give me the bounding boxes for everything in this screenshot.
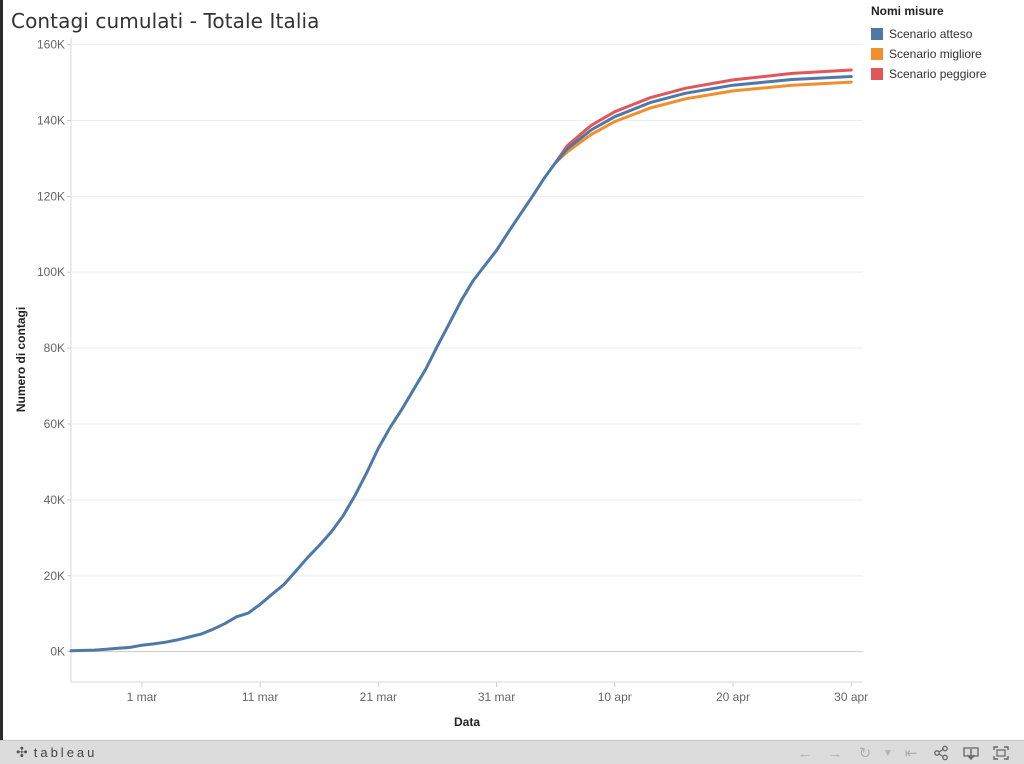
legend-swatch [871, 28, 883, 40]
legend-swatch [871, 48, 883, 60]
dropdown-icon[interactable]: ▼ [883, 747, 893, 759]
legend-item-scenario-migliore[interactable]: Scenario migliore [871, 44, 1021, 64]
revert-icon[interactable]: ↻ [858, 745, 872, 762]
window-left-edge [0, 0, 3, 740]
line-chart[interactable]: 0K 20K 40K 60K 80K 100K 120K 140K 160K 1 mar 11 ma… [0, 0, 1024, 740]
y-tick-label: 80K [44, 341, 65, 355]
chart-title: Contagi cumulati - Totale Italia [11, 9, 320, 33]
y-axis-title: Numero di contagi [14, 307, 28, 412]
y-tick-label: 20K [44, 569, 65, 583]
series-line-scenario-migliore [554, 80, 853, 164]
series-line-scenario-peggiore [554, 68, 853, 164]
series-line-scenario-atteso [69, 75, 853, 653]
redo-arrow-icon[interactable]: → [827, 744, 843, 762]
tableau-brand[interactable]: ✣ tableau [16, 744, 97, 761]
legend-item-scenario-atteso[interactable]: Scenario atteso [871, 24, 1021, 44]
x-tick-label: 1 mar [127, 690, 158, 704]
legend-swatch [871, 68, 883, 80]
x-tick-label: 20 apr [716, 690, 750, 704]
legend: Nomi misure Scenario atteso Scenario mig… [871, 4, 1021, 84]
fullscreen-icon[interactable] [986, 743, 1016, 763]
x-tick-label: 30 apr [834, 690, 868, 704]
tableau-footer-bar: ✣ tableau ← → ↻ ▼ ⇤ [0, 740, 1024, 764]
x-axis-title: Data [454, 715, 480, 729]
viz-container: Contagi cumulati - Totale Italia Nomi mi… [3, 0, 1024, 740]
brand-text: tableau [33, 745, 98, 760]
legend-label: Scenario peggiore [889, 67, 987, 81]
x-tick-label: 31 mar [478, 690, 515, 704]
undo-arrow-icon[interactable]: ← [797, 744, 813, 762]
y-tick-label: 40K [44, 493, 65, 507]
y-tick-label: 60K [44, 417, 65, 431]
share-icon[interactable] [926, 743, 956, 763]
y-tick-label: 160K [37, 38, 65, 52]
legend-title: Nomi misure [871, 4, 944, 18]
x-tick-label: 11 mar [242, 690, 278, 704]
legend-label: Scenario atteso [889, 27, 973, 41]
download-icon[interactable] [956, 743, 986, 763]
legend-label: Scenario migliore [889, 47, 982, 61]
legend-item-scenario-peggiore[interactable]: Scenario peggiore [871, 64, 1021, 84]
tableau-logo-icon: ✣ [16, 744, 28, 760]
y-tick-label: 120K [37, 189, 65, 203]
y-tick-label: 100K [37, 265, 65, 279]
reset-icon[interactable]: ⇤ [904, 745, 918, 762]
y-tick-label: 0K [50, 645, 65, 659]
toolbar: ← → ↻ ▼ ⇤ [790, 743, 1016, 763]
x-tick-label: 21 mar [360, 690, 397, 704]
y-tick-label: 140K [37, 113, 65, 127]
x-tick-label: 10 apr [598, 690, 632, 704]
